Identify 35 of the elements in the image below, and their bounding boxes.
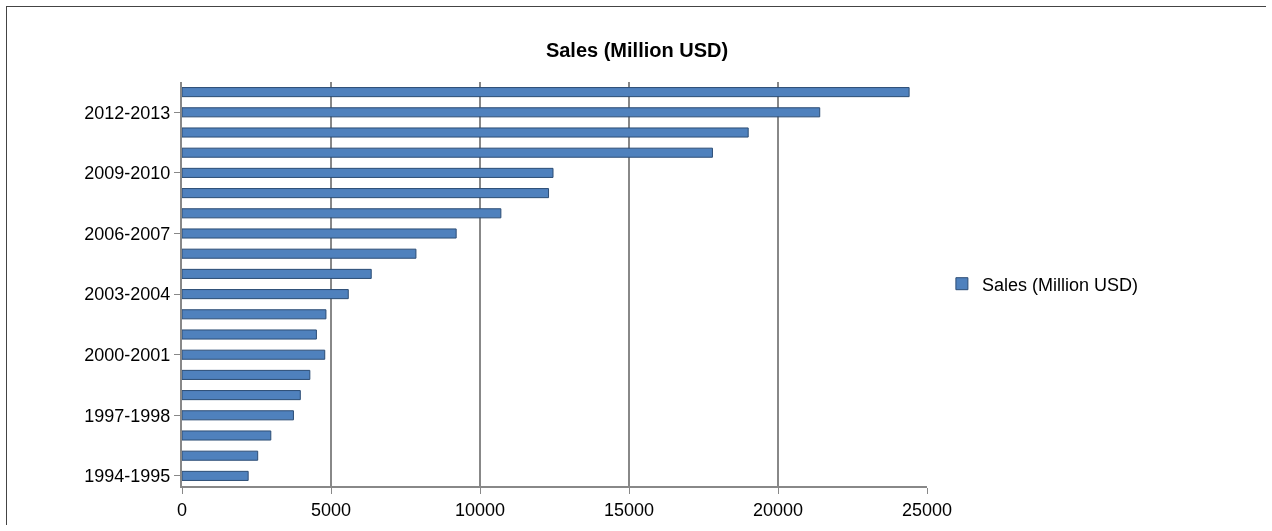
bar: [182, 309, 327, 320]
legend-label: Sales (Million USD): [981, 274, 1138, 295]
x-tick-label: 0: [176, 499, 188, 520]
x-tick-label: 15000: [603, 499, 655, 520]
bar: [182, 127, 749, 138]
y-tick-label: 1997-1998: [84, 405, 171, 426]
bar: [182, 208, 502, 219]
y-tick-label: 2009-2010: [84, 163, 171, 184]
bar: [182, 289, 349, 300]
x-tick-label: 10000: [454, 499, 506, 520]
chart-title: Sales (Million USD): [545, 39, 729, 62]
y-tick-label: 2012-2013: [84, 102, 171, 123]
bar: [182, 470, 249, 481]
bar: [182, 248, 417, 259]
bar: [182, 147, 713, 158]
x-tick-label: 25000: [901, 499, 953, 520]
bar: [182, 390, 301, 401]
y-tick-label: 2000-2001: [84, 345, 171, 365]
y-tick-label: 1994-1995: [84, 466, 171, 487]
bar: [182, 188, 550, 199]
bar: [182, 329, 317, 340]
bar: [182, 450, 259, 461]
bar: [182, 369, 311, 380]
bar: [182, 228, 457, 239]
x-tick-label: 20000: [752, 499, 804, 520]
bar: [182, 167, 554, 178]
bar: [182, 430, 272, 441]
bar: [182, 107, 821, 118]
bar: [182, 268, 372, 279]
x-tick-label: 5000: [310, 499, 352, 520]
y-tick-label: 2006-2007: [84, 223, 171, 244]
y-tick-label: 2003-2004: [84, 284, 171, 305]
bar: [182, 349, 326, 360]
bar: [182, 410, 294, 421]
bar: [182, 87, 910, 98]
